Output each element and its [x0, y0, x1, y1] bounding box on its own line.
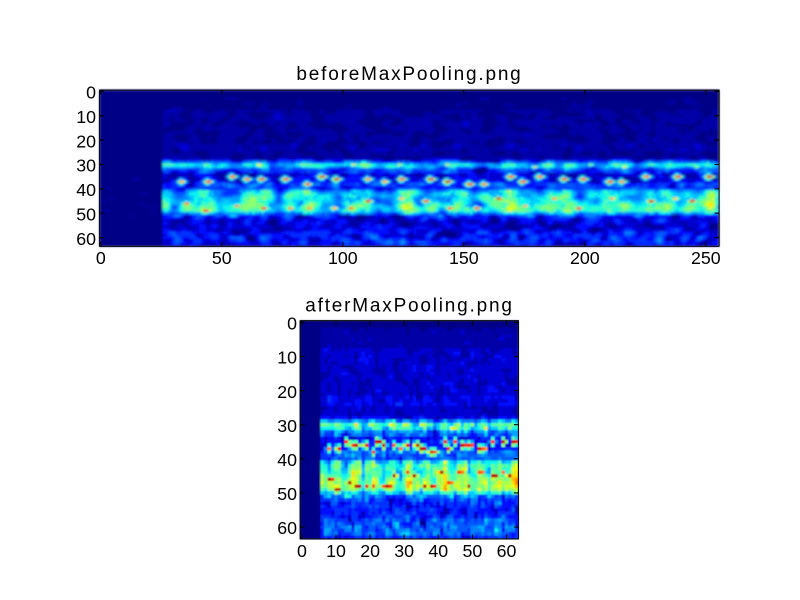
svg-text:20: 20 — [360, 541, 380, 561]
svg-text:40: 40 — [428, 541, 448, 561]
svg-text:20: 20 — [277, 382, 297, 402]
svg-text:0: 0 — [86, 83, 96, 103]
svg-text:0: 0 — [96, 248, 106, 268]
svg-text:10: 10 — [326, 541, 346, 561]
svg-text:250: 250 — [691, 248, 721, 268]
svg-text:beforeMaxPooling.png: beforeMaxPooling.png — [296, 64, 522, 85]
svg-text:100: 100 — [328, 248, 358, 268]
svg-text:50: 50 — [76, 204, 96, 224]
svg-text:60: 60 — [277, 518, 297, 538]
svg-text:60: 60 — [497, 541, 517, 561]
svg-text:afterMaxPooling.png: afterMaxPooling.png — [305, 295, 513, 316]
svg-text:50: 50 — [463, 541, 483, 561]
svg-text:30: 30 — [76, 156, 96, 176]
svg-text:40: 40 — [76, 180, 96, 200]
svg-text:50: 50 — [277, 484, 297, 504]
svg-text:0: 0 — [287, 314, 297, 334]
svg-text:40: 40 — [277, 450, 297, 470]
svg-text:0: 0 — [297, 541, 307, 561]
svg-text:10: 10 — [277, 348, 297, 368]
svg-text:200: 200 — [570, 248, 600, 268]
svg-text:20: 20 — [76, 131, 96, 151]
svg-text:50: 50 — [212, 248, 232, 268]
svg-text:30: 30 — [394, 541, 414, 561]
svg-text:30: 30 — [277, 416, 297, 436]
svg-text:10: 10 — [76, 107, 96, 127]
svg-text:60: 60 — [76, 229, 96, 249]
svg-text:150: 150 — [449, 248, 479, 268]
